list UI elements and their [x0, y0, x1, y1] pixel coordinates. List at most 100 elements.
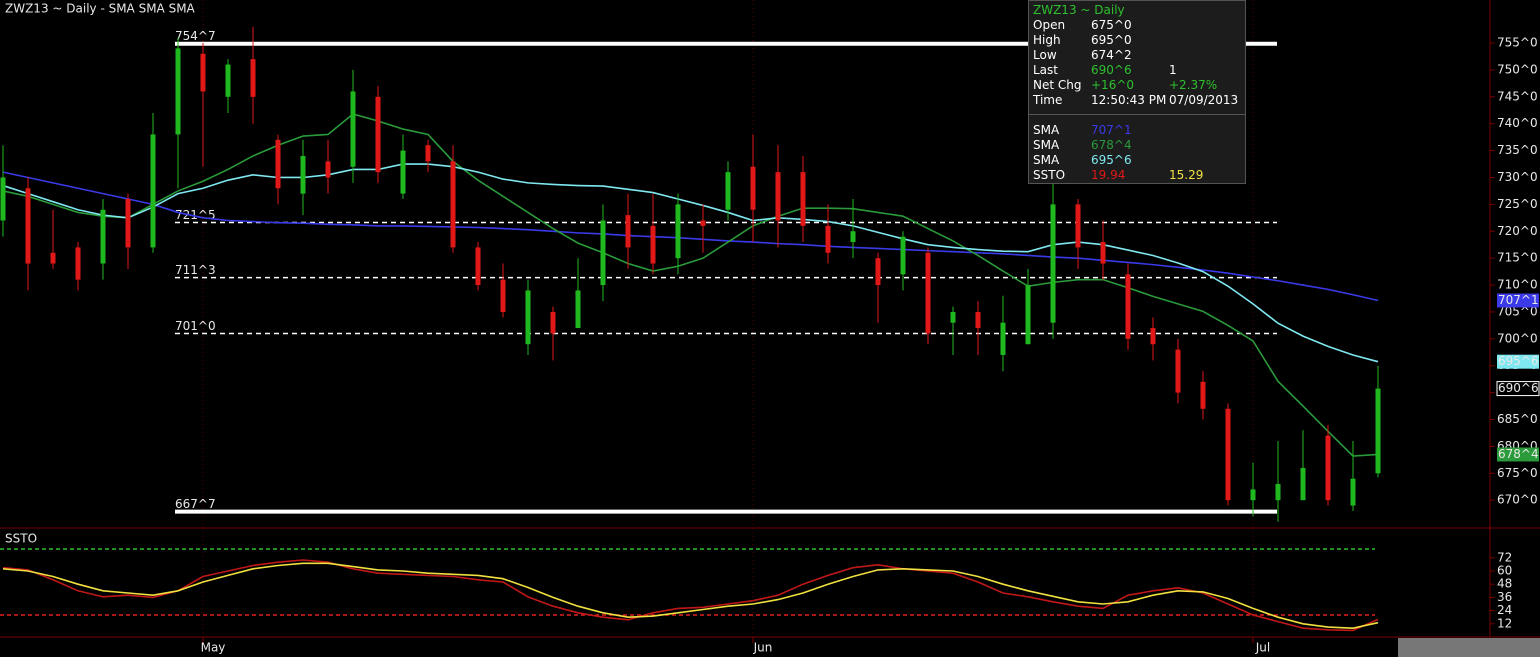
y-tick-label: 730^0: [1497, 170, 1538, 184]
candle-body: [1225, 408, 1231, 501]
last-value-tag: [1497, 354, 1539, 369]
candle-body: [900, 236, 906, 275]
y-tick-label: 36: [1497, 590, 1512, 604]
candle-body: [300, 155, 306, 194]
candle-body: [100, 209, 106, 264]
candle-body: [650, 225, 656, 264]
data-window-cell: Last: [1033, 63, 1058, 77]
candle-body: [950, 311, 956, 323]
last-value-label: 690^6: [1498, 381, 1539, 395]
price-level-label: 711^3: [175, 263, 216, 277]
data-window-cell: 15.29: [1169, 168, 1204, 182]
data-window-cell: ZWZ13 ~ Daily: [1033, 3, 1125, 17]
y-tick-label: 710^0: [1497, 278, 1538, 292]
candle-body: [1200, 381, 1206, 409]
data-window-cell: SMA: [1033, 123, 1060, 137]
data-window-cell: +2.37%: [1169, 78, 1218, 92]
candle-body: [1300, 467, 1306, 501]
data-window-cell: 707^1: [1091, 123, 1132, 137]
data-window-cell: 695^0: [1091, 33, 1132, 47]
data-window-cell: High: [1033, 33, 1061, 47]
y-tick-label: 705^0: [1497, 304, 1538, 318]
candle-body: [775, 172, 781, 221]
data-window-cell: 675^0: [1091, 18, 1132, 32]
line-series: [2, 171, 1379, 302]
candle-body: [1175, 349, 1181, 393]
price-level-label: 701^0: [175, 319, 216, 333]
y-tick-label: 725^0: [1497, 197, 1538, 211]
candle-body: [1000, 322, 1006, 355]
candle-body: [75, 247, 81, 280]
y-tick-label: 720^0: [1497, 224, 1538, 238]
candle-body: [225, 64, 231, 97]
y-tick-label: 670^0: [1497, 493, 1538, 507]
candle-body: [175, 48, 181, 135]
y-tick-label: 745^0: [1497, 89, 1538, 103]
candle-body: [725, 172, 731, 210]
data-window-cell: SMA: [1033, 153, 1060, 167]
candle-body: [1150, 328, 1156, 345]
candle-body: [500, 279, 506, 312]
candle-body: [125, 198, 131, 248]
chart-title: ZWZ13 ~ Daily - SMA SMA SMA: [5, 2, 196, 16]
data-window-cell: 674^2: [1091, 48, 1132, 62]
data-window-cell: 12:50:43 PM: [1091, 93, 1167, 107]
candle-body: [700, 220, 706, 226]
y-tick-label: 675^0: [1497, 466, 1538, 480]
candle-body: [0, 177, 6, 221]
candle-body: [25, 188, 31, 264]
y-tick-label: 755^0: [1497, 36, 1538, 50]
candle-body: [625, 215, 631, 248]
candle-body: [1375, 388, 1381, 474]
last-value-tag: [1497, 293, 1539, 308]
y-tick-label: 12: [1497, 616, 1512, 630]
candle-body: [375, 96, 381, 173]
separator: [1029, 114, 1245, 115]
candle-body: [1325, 435, 1331, 501]
data-window-cell: SMA: [1033, 138, 1060, 152]
candle-body: [850, 231, 856, 243]
y-tick-label: 72: [1497, 550, 1512, 564]
x-tick-label: Jun: [753, 641, 773, 655]
candle-body: [275, 139, 281, 189]
candle-body: [975, 311, 981, 329]
scrollbar: [1398, 638, 1540, 657]
y-tick-label: 750^0: [1497, 62, 1538, 76]
data-window-cell: Open: [1033, 18, 1066, 32]
data-window-cell: Time: [1033, 93, 1063, 107]
candle-body: [1125, 274, 1131, 339]
candle-body: [750, 166, 756, 210]
last-value-label: 678^4: [1498, 447, 1539, 461]
candle-body: [1275, 484, 1281, 501]
data-window-cell: Net Chg: [1033, 78, 1082, 92]
y-tick-label: 48: [1497, 577, 1512, 591]
y-tick-label: 735^0: [1497, 143, 1538, 157]
data-window-cell: 07/09/2013: [1169, 93, 1239, 107]
line-series: [2, 163, 1379, 363]
candle-body: [1350, 478, 1356, 506]
line-series: [2, 559, 1379, 632]
data-window-cell: 19.94: [1091, 168, 1126, 182]
last-value-label: 707^1: [1498, 293, 1539, 307]
candle-body: [800, 172, 806, 226]
price-level-label: 754^7: [175, 29, 216, 43]
candle-body: [400, 150, 406, 194]
data-window-cell: 690^6: [1091, 63, 1132, 77]
data-window-cell: SSTO: [1033, 168, 1066, 182]
candle-body: [575, 290, 581, 329]
x-tick-label: Jul: [1255, 641, 1270, 655]
candle-body: [450, 161, 456, 248]
y-tick-label: 24: [1497, 603, 1512, 617]
candle-body: [200, 53, 206, 92]
price-level-label: 721^5: [175, 208, 216, 222]
y-tick-label: 60: [1497, 564, 1512, 578]
data-window-cell: Low: [1033, 48, 1057, 62]
data-window-cell: 695^6: [1091, 153, 1132, 167]
candle-body: [1025, 285, 1031, 345]
data-window: ZWZ13 ~ Daily Open 675^0 High 695^0 Low 674^2 L…: [1028, 0, 1246, 184]
price-level-label: 667^7: [175, 497, 216, 511]
y-tick-label: 715^0: [1497, 251, 1538, 265]
candle-body: [925, 252, 931, 334]
